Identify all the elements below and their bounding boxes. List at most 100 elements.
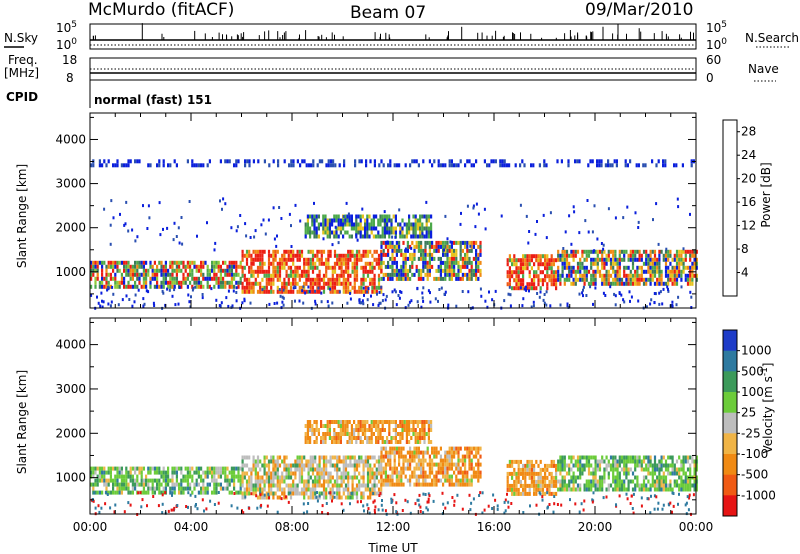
heatmap-cell: [226, 264, 229, 269]
heatmap-cell: [127, 482, 130, 487]
heatmap-cell: [340, 269, 343, 274]
heatmap-cell: [377, 281, 381, 286]
heatmap-cell: [511, 483, 514, 488]
heatmap-cell: [360, 459, 363, 464]
heatmap-cell: [235, 280, 238, 285]
heatmap-cell: [318, 277, 321, 282]
heatmap-cell: [468, 240, 471, 245]
heatmap-cell: [481, 511, 484, 515]
heatmap-cell: [470, 446, 473, 451]
heatmap-cell: [370, 218, 373, 223]
heatmap-cell: [437, 268, 440, 273]
heatmap-cell: [267, 257, 271, 262]
heatmap-cell: [651, 475, 654, 480]
heatmap-cell: [508, 270, 511, 275]
heatmap-cell: [270, 281, 273, 286]
heatmap-cell: [570, 467, 573, 472]
heatmap-cell: [468, 159, 471, 164]
heatmap-cell: [213, 264, 216, 269]
heatmap-cell: [109, 470, 112, 475]
heatmap-cell: [539, 467, 542, 472]
heatmap-cell: [190, 295, 192, 299]
heatmap-cell: [448, 256, 451, 261]
heatmap-cell: [263, 455, 266, 460]
heatmap-cell: [142, 490, 145, 495]
heatmap-cell: [669, 479, 672, 484]
heatmap-cell: [550, 463, 553, 468]
heatmap-cell: [457, 454, 460, 459]
heatmap-cell: [405, 234, 408, 239]
y-tick-label: 2000: [55, 221, 86, 235]
heatmap-cell: [252, 289, 255, 294]
heatmap-cell: [546, 274, 549, 279]
heatmap-cell: [590, 277, 593, 282]
heatmap-cell: [450, 252, 453, 257]
heatmap-cell: [303, 479, 306, 484]
heatmap-cell: [227, 304, 230, 308]
heatmap-cell: [374, 505, 377, 509]
heatmap-cell: [511, 491, 514, 496]
heatmap-cell: [393, 466, 396, 471]
heatmap-cell: [389, 458, 392, 463]
heatmap-cell: [346, 214, 349, 219]
heatmap-cell: [594, 479, 597, 484]
heatmap-cell: [413, 159, 416, 164]
heatmap-cell: [377, 253, 381, 258]
heatmap-cell: [241, 273, 244, 278]
noise-left-label: N.Sky: [4, 31, 38, 45]
heatmap-cell: [138, 466, 141, 471]
heatmap-cell: [304, 291, 307, 295]
heatmap-cell: [263, 289, 266, 294]
heatmap-cell: [598, 159, 601, 164]
heatmap-cell: [331, 273, 334, 278]
heatmap-cell: [403, 420, 406, 424]
heatmap-cell: [182, 478, 185, 483]
heatmap-cell: [289, 467, 293, 472]
heatmap-cell: [453, 240, 456, 245]
heatmap-cell: [355, 463, 359, 468]
heatmap-cell: [373, 277, 376, 282]
heatmap-cell: [98, 474, 101, 479]
heatmap-cell: [298, 471, 301, 476]
heatmap-cell: [309, 265, 312, 270]
heatmap-cell: [587, 230, 590, 234]
heatmap-cell: [561, 487, 564, 492]
heatmap-cell: [353, 471, 356, 476]
heatmap-cell: [103, 466, 106, 471]
heatmap-cell: [400, 474, 403, 479]
heatmap-cell: [186, 272, 189, 277]
heatmap-cell: [649, 257, 652, 262]
heatmap-cell: [306, 420, 309, 424]
heatmap-cell: [342, 491, 345, 496]
heatmap-cell: [362, 459, 365, 464]
heatmap-cell: [368, 436, 371, 440]
heatmap-cell: [175, 470, 178, 475]
heatmap-cell: [217, 284, 220, 289]
heatmap-cell: [311, 479, 315, 484]
heatmap-cell: [557, 487, 560, 492]
heatmap-cell: [533, 491, 536, 496]
heatmap-cell: [307, 475, 310, 480]
heatmap-cell: [636, 249, 639, 254]
heatmap-cell: [404, 466, 407, 471]
heatmap-cell: [278, 483, 282, 488]
heatmap-cell: [171, 491, 174, 495]
heatmap-cell: [667, 281, 670, 286]
heatmap-cell: [327, 163, 330, 168]
heatmap-cell: [233, 470, 236, 475]
heatmap-cell: [395, 276, 398, 281]
heatmap-cell: [695, 463, 698, 468]
heatmap-cell: [303, 261, 306, 266]
heatmap-cell: [320, 475, 323, 480]
heatmap-cell: [145, 272, 148, 277]
heatmap-cell: [175, 466, 178, 471]
heatmap-cell: [109, 272, 112, 277]
heatmap-cell: [649, 277, 652, 282]
heatmap-cell: [563, 261, 566, 266]
heatmap-cell: [664, 487, 668, 492]
heatmap-cell: [254, 487, 257, 492]
heatmap-cell: [94, 284, 97, 289]
heatmap-cell: [336, 491, 339, 496]
heatmap-cell: [448, 159, 451, 164]
heatmap-cell: [296, 159, 299, 164]
